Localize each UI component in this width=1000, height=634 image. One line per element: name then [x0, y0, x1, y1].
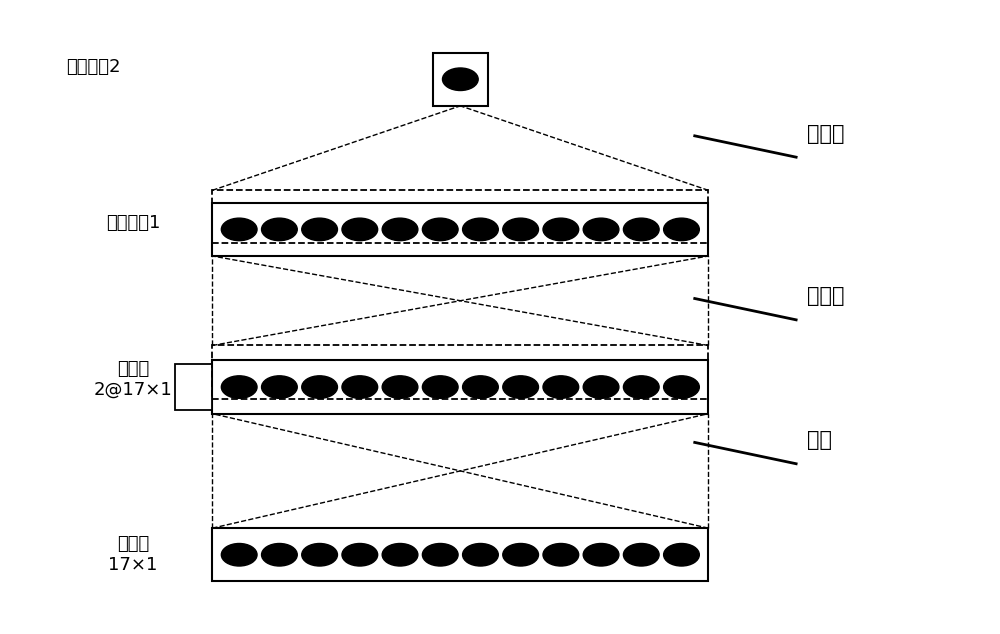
- Bar: [212, 361, 708, 413]
- Circle shape: [302, 218, 337, 241]
- Circle shape: [623, 543, 659, 566]
- Circle shape: [664, 543, 699, 566]
- Circle shape: [422, 543, 458, 566]
- Circle shape: [623, 218, 659, 241]
- Circle shape: [543, 218, 579, 241]
- Circle shape: [422, 218, 458, 241]
- Circle shape: [262, 218, 297, 241]
- Circle shape: [342, 218, 378, 241]
- Circle shape: [463, 376, 498, 398]
- Text: 全连接层1: 全连接层1: [106, 214, 160, 232]
- Bar: [175, 365, 212, 410]
- Circle shape: [503, 218, 538, 241]
- Bar: [212, 346, 708, 399]
- Circle shape: [262, 376, 297, 398]
- Circle shape: [664, 376, 699, 398]
- Text: 卷积: 卷积: [807, 430, 832, 450]
- Circle shape: [422, 376, 458, 398]
- Circle shape: [302, 376, 337, 398]
- Circle shape: [221, 376, 257, 398]
- Circle shape: [463, 543, 498, 566]
- Circle shape: [342, 376, 378, 398]
- Circle shape: [382, 218, 418, 241]
- Circle shape: [543, 543, 579, 566]
- Circle shape: [623, 376, 659, 398]
- Text: 输入层
17×1: 输入层 17×1: [108, 535, 158, 574]
- Circle shape: [262, 543, 297, 566]
- Circle shape: [503, 543, 538, 566]
- Circle shape: [503, 376, 538, 398]
- Bar: [212, 528, 708, 581]
- Circle shape: [664, 218, 699, 241]
- Circle shape: [221, 218, 257, 241]
- Text: 全连接: 全连接: [807, 287, 845, 306]
- Text: 卷积层
2@17×1: 卷积层 2@17×1: [94, 360, 172, 399]
- Circle shape: [221, 543, 257, 566]
- Circle shape: [342, 543, 378, 566]
- Circle shape: [583, 376, 619, 398]
- Circle shape: [583, 218, 619, 241]
- Text: 全连接: 全连接: [807, 124, 845, 144]
- Circle shape: [382, 543, 418, 566]
- Circle shape: [583, 543, 619, 566]
- Text: 全连接层2: 全连接层2: [66, 58, 121, 75]
- Bar: [212, 203, 708, 256]
- Circle shape: [543, 376, 579, 398]
- Bar: [212, 190, 708, 243]
- Bar: [433, 53, 488, 106]
- Circle shape: [442, 68, 478, 91]
- Circle shape: [463, 218, 498, 241]
- Circle shape: [302, 543, 337, 566]
- Circle shape: [382, 376, 418, 398]
